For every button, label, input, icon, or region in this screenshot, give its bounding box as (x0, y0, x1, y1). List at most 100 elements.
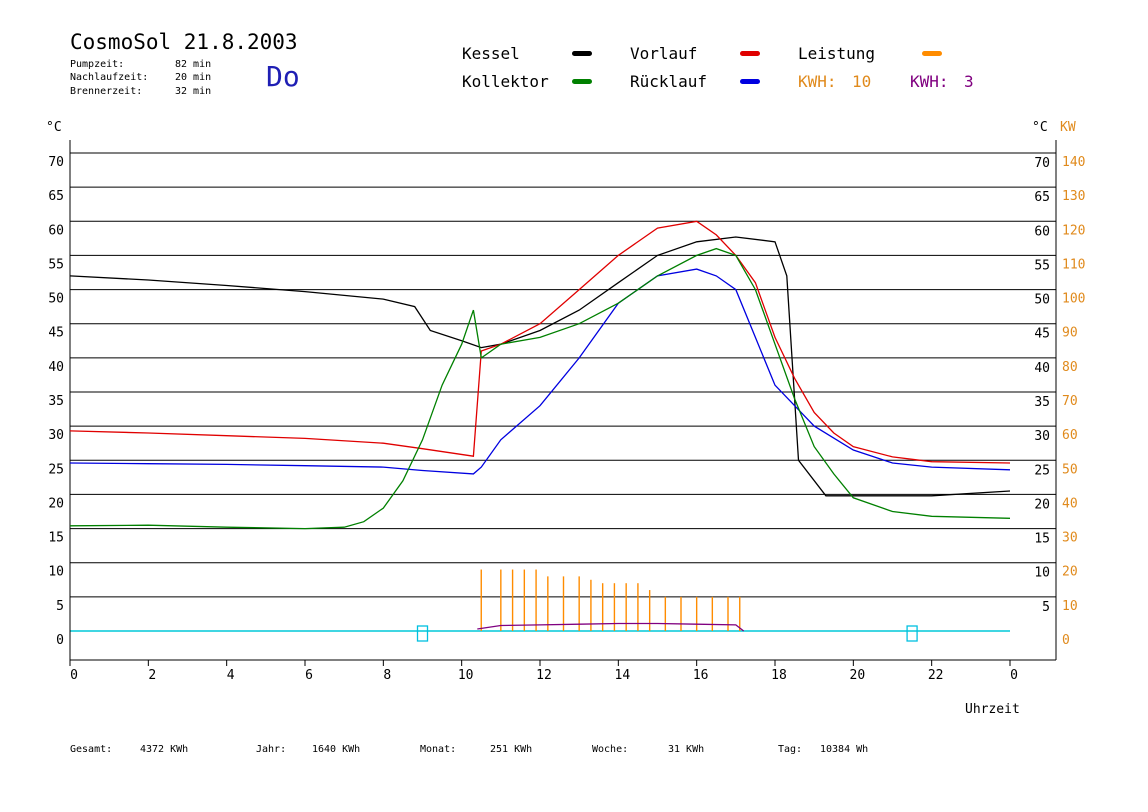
x-tick-label: 0 (1010, 668, 1018, 683)
x-axis-label: Uhrzeit (965, 702, 1020, 717)
x-tick-label: 4 (227, 668, 235, 683)
legend-kwh1-label: KWH: (798, 72, 837, 91)
y-tick-label-left: 60 (48, 223, 64, 238)
series-vorlauf-line (69, 220, 1011, 464)
brennerzeit-value: 32 min (175, 86, 212, 97)
weekday-label: Do (266, 60, 300, 93)
y-tick-label-right-kw: 20 (1062, 565, 1078, 580)
woche-label: Woche: (592, 744, 629, 755)
y-tick-label-right-c: 50 (1034, 293, 1050, 308)
woche-value: 31 KWh (668, 744, 705, 755)
y-tick-label-right-kw: 40 (1062, 496, 1078, 511)
y-tick-label-left: 20 (48, 496, 64, 511)
y-tick-label-right-kw: 100 (1062, 292, 1085, 307)
y-tick-label-right-c: 20 (1034, 497, 1050, 512)
x-tick-label: 2 (148, 668, 156, 683)
y-tick-label-right-c: 65 (1034, 190, 1050, 205)
y-tick-label-left: 10 (48, 565, 64, 580)
baseline-marker (416, 625, 429, 642)
x-tick-label: 6 (305, 668, 313, 683)
y-tick-label-right-kw: 60 (1062, 428, 1078, 443)
monat-value: 251 KWh (490, 744, 533, 755)
x-tick-label: 18 (771, 668, 787, 683)
legend-leistung-label: Leistung (798, 44, 876, 63)
legend-vorlauf-swatch (740, 51, 760, 56)
y-tick-label-right-kw: 0 (1062, 633, 1070, 648)
y-tick-label-left: 40 (48, 360, 64, 375)
series-kwh-line (477, 622, 745, 632)
legend-vorlauf-label: Vorlauf (630, 44, 698, 63)
y-tick-label-right-kw: 80 (1062, 360, 1078, 375)
y-tick-label-right-kw: 120 (1062, 223, 1085, 238)
legend-ruecklauf-label: Rücklauf (630, 72, 708, 91)
y-tick-label-right-c: 40 (1034, 361, 1050, 376)
legend-ruecklauf-swatch (740, 79, 760, 84)
jahr-value: 1640 KWh (312, 744, 361, 755)
y-tick-label-right-c: 30 (1034, 429, 1050, 444)
baseline-marker (906, 625, 918, 642)
y-right-unit-c: °C (1032, 120, 1048, 135)
series-kollektor-line (69, 247, 1011, 530)
y-tick-label-left: 15 (48, 531, 64, 546)
y-tick-label-right-kw: 10 (1062, 599, 1078, 614)
gesamt-label: Gesamt: (70, 744, 113, 755)
chart-title: CosmoSol 21.8.2003 (70, 30, 298, 54)
y-right-unit-kw: KW (1060, 120, 1076, 135)
pumpzeit-label: Pumpzeit: (70, 59, 125, 70)
y-tick-label-right-kw: 70 (1062, 394, 1078, 409)
y-tick-label-right-c: 35 (1034, 395, 1050, 410)
monat-label: Monat: (420, 744, 457, 755)
x-tick-label: 8 (383, 668, 391, 683)
y-tick-label-right-c: 70 (1034, 156, 1050, 171)
legend-kessel-label: Kessel (462, 44, 520, 63)
legend-kollektor-label: Kollektor (462, 72, 549, 91)
x-tick-label: 14 (615, 668, 631, 683)
x-tick-label: 0 (70, 668, 78, 683)
y-tick-label-right-c: 5 (1042, 600, 1050, 615)
y-tick-label-right-kw: 130 (1062, 189, 1085, 204)
x-tick-label: 20 (850, 668, 866, 683)
y-tick-label-right-c: 55 (1034, 258, 1050, 273)
y-tick-label-left: 25 (48, 462, 64, 477)
legend-kwh1-value: 10 (852, 72, 872, 91)
gesamt-value: 4372 KWh (140, 744, 189, 755)
y-tick-label-right-kw: 50 (1062, 462, 1078, 477)
y-tick-label-left: 65 (48, 189, 64, 204)
y-tick-label-left: 5 (56, 599, 64, 614)
y-tick-label-right-c: 10 (1034, 566, 1050, 581)
legend-kollektor-swatch (572, 79, 592, 84)
nachlaufzeit-value: 20 min (175, 72, 212, 83)
y-tick-label-left: 70 (48, 155, 64, 170)
y-left-unit: °C (46, 120, 62, 135)
y-tick-label-left: 55 (48, 257, 64, 272)
jahr-label: Jahr: (256, 744, 287, 755)
x-tick-label: 16 (693, 668, 709, 683)
y-tick-label-right-c: 60 (1034, 224, 1050, 239)
legend-leistung-swatch (922, 51, 942, 56)
y-tick-label-left: 45 (48, 326, 64, 341)
y-tick-label-right-kw: 110 (1062, 257, 1085, 272)
y-tick-label-left: 0 (56, 633, 64, 648)
legend-kwh2-value: 3 (964, 72, 974, 91)
y-tick-label-left: 50 (48, 292, 64, 307)
y-tick-label-right-c: 45 (1034, 327, 1050, 342)
tag-label: Tag: (778, 744, 803, 755)
legend-kwh2-label: KWH: (910, 72, 949, 91)
y-tick-label-left: 30 (48, 428, 64, 443)
brennerzeit-label: Brennerzeit: (70, 86, 143, 97)
x-tick-label: 10 (458, 668, 474, 683)
series-kessel-line (69, 236, 1011, 497)
pumpzeit-value: 82 min (175, 59, 212, 70)
y-tick-label-right-kw: 90 (1062, 326, 1078, 341)
tag-value: 10384 Wh (820, 744, 869, 755)
x-tick-label: 22 (928, 668, 944, 683)
x-tick-label: 12 (536, 668, 552, 683)
nachlaufzeit-label: Nachlaufzeit: (70, 72, 149, 83)
y-tick-label-left: 35 (48, 394, 64, 409)
series-rcklauf-line (69, 268, 1011, 475)
y-tick-label-right-kw: 30 (1062, 531, 1078, 546)
y-tick-label-right-c: 15 (1034, 532, 1050, 547)
y-tick-label-right-c: 25 (1034, 463, 1050, 478)
y-tick-label-right-kw: 140 (1062, 155, 1085, 170)
